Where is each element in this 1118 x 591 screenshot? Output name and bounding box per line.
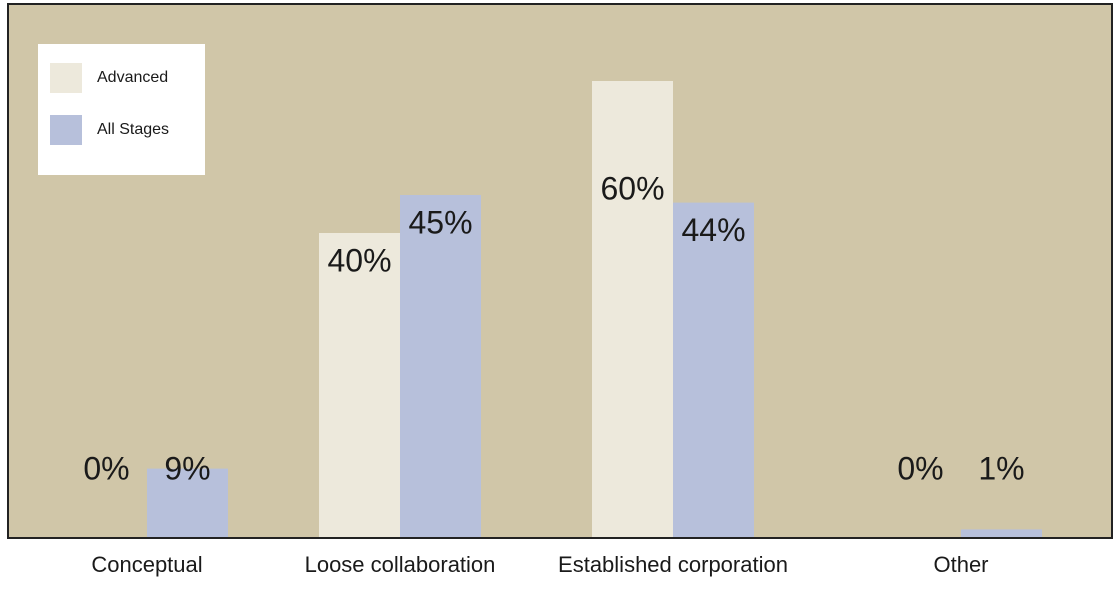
bar <box>400 195 481 537</box>
x-tick-label: Conceptual <box>91 552 202 577</box>
bar <box>592 81 673 537</box>
legend-swatch <box>50 63 82 93</box>
data-label: 0% <box>83 450 129 486</box>
x-tick-label: Other <box>933 552 988 577</box>
data-label: 40% <box>327 242 391 278</box>
legend-label: Advanced <box>97 69 168 86</box>
legend-swatch <box>50 115 82 145</box>
bar <box>147 468 228 537</box>
data-label: 9% <box>164 450 210 486</box>
data-label: 44% <box>681 212 745 248</box>
data-label: 1% <box>978 450 1024 486</box>
legend-label: All Stages <box>97 121 169 138</box>
bar <box>673 202 754 537</box>
x-tick-label: Established corporation <box>558 552 788 577</box>
data-label: 0% <box>897 450 943 486</box>
data-label: 60% <box>600 170 664 206</box>
bar <box>961 529 1042 537</box>
x-tick-label: Loose collaboration <box>305 552 496 577</box>
data-label: 45% <box>408 204 472 240</box>
bar <box>319 233 400 537</box>
